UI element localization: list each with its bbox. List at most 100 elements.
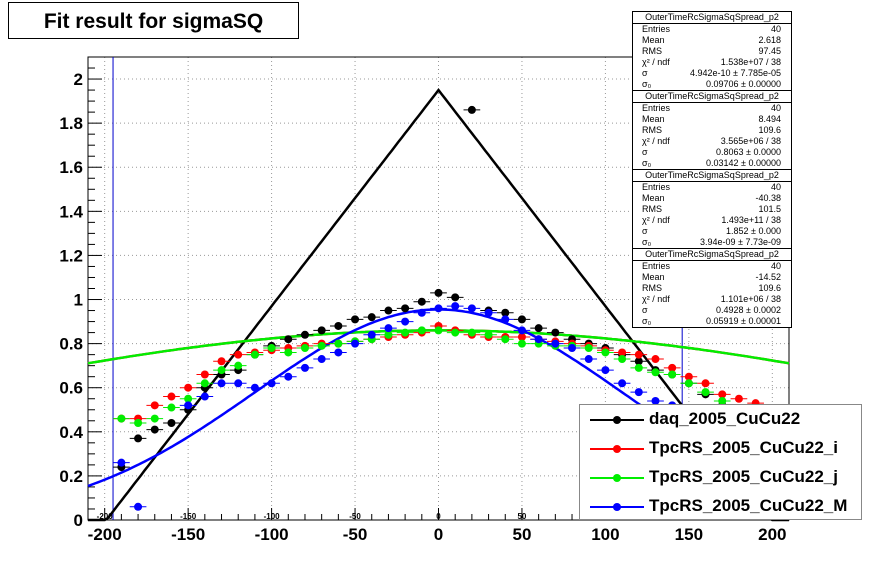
data-point — [651, 355, 660, 364]
stat-value: 3.94e-09 ± 7.73e-09 — [700, 237, 781, 247]
stat-row: Mean 8.494 — [633, 114, 791, 125]
data-point — [234, 350, 243, 359]
stat-key: χ² / ndf — [642, 136, 670, 146]
legend: daq_2005_CuCu22 TpcRS_2005_CuCu22_i TpcRS_… — [579, 404, 862, 520]
stat-key: σ₀ — [642, 79, 652, 89]
data-point — [517, 326, 526, 335]
data-point — [300, 363, 309, 372]
stat-row: RMS 109.6 — [633, 125, 791, 136]
data-point — [517, 315, 526, 324]
stat-value: 1.101e+06 / 38 — [720, 294, 781, 304]
stat-value: 40 — [770, 261, 781, 271]
data-point — [334, 321, 343, 330]
data-point — [618, 348, 627, 357]
legend-marker-icon — [613, 503, 621, 511]
data-point — [417, 326, 426, 335]
stat-row: σ 0.4928 ± 0.0002 — [633, 305, 791, 316]
x-secondary-tick-label: 50 — [517, 512, 526, 521]
stat-value: 0.09706 ± 0.00000 — [705, 79, 781, 89]
stat-key: RMS — [642, 125, 662, 135]
stat-value: 40 — [770, 182, 781, 192]
data-point — [434, 326, 443, 335]
data-point — [467, 328, 476, 337]
data-point — [300, 344, 309, 353]
data-point — [384, 330, 393, 339]
stat-key: Entries — [642, 24, 671, 34]
data-point — [134, 434, 143, 443]
x-secondary-tick-label: -100 — [264, 512, 281, 521]
legend-marker-icon — [613, 445, 621, 453]
stat-value: 3.565e+06 / 38 — [720, 136, 781, 146]
stat-row: Entries 40 — [633, 182, 791, 193]
data-point — [184, 394, 193, 403]
legend-entry: TpcRS_2005_CuCu22_i — [580, 434, 861, 463]
y-tick-label: 0.4 — [59, 423, 83, 442]
stat-value: 1.493e+11 / 38 — [721, 215, 781, 225]
stat-value: 2.618 — [758, 35, 781, 45]
y-tick-label: 0 — [74, 511, 83, 530]
y-tick-label: 0.6 — [59, 379, 83, 398]
data-point — [551, 328, 560, 337]
stat-row: Mean -40.38 — [633, 193, 791, 204]
data-point — [568, 344, 577, 353]
stat-key: σ — [642, 305, 648, 315]
legend-entry: daq_2005_CuCu22 — [580, 405, 861, 434]
stat-key: Entries — [642, 182, 671, 192]
stat-row: RMS 109.6 — [633, 283, 791, 294]
y-tick-label: 1.4 — [59, 202, 83, 221]
data-point — [634, 357, 643, 366]
x-secondary-tick-label: 0 — [436, 512, 441, 521]
stat-box: OuterTimeRcSigmaSqSpread_p2 Entries 40 Mean… — [632, 11, 792, 91]
data-point — [484, 330, 493, 339]
data-point — [234, 379, 243, 388]
stat-row: σ₀ 0.03142 ± 0.00000 — [633, 158, 791, 169]
stat-value: 40 — [770, 24, 781, 34]
data-point — [718, 390, 727, 399]
data-point — [284, 348, 293, 357]
data-point — [200, 370, 209, 379]
data-point — [584, 355, 593, 364]
stat-value: 1.538e+07 / 38 — [720, 57, 781, 67]
data-point — [701, 379, 710, 388]
legend-entry: TpcRS_2005_CuCu22_j — [580, 463, 861, 492]
data-point — [117, 414, 126, 423]
data-point — [150, 425, 159, 434]
data-point — [351, 315, 360, 324]
x-tick-label: 150 — [675, 525, 703, 544]
data-point — [317, 326, 326, 335]
data-point — [167, 392, 176, 401]
data-point — [267, 379, 276, 388]
data-point — [684, 372, 693, 381]
stat-row: Mean -14.52 — [633, 272, 791, 283]
data-point — [467, 304, 476, 313]
data-point — [601, 366, 610, 375]
data-point — [668, 370, 677, 379]
x-tick-label: 100 — [591, 525, 619, 544]
data-point — [234, 361, 243, 370]
data-point — [517, 339, 526, 348]
data-point — [401, 328, 410, 337]
data-point — [467, 105, 476, 114]
data-point — [517, 333, 526, 342]
x-tick-label: -150 — [171, 525, 205, 544]
data-point — [651, 368, 660, 377]
y-tick-label: 1 — [74, 291, 83, 310]
stat-key: RMS — [642, 204, 662, 214]
stat-key: σ — [642, 68, 648, 78]
data-point — [184, 383, 193, 392]
data-point — [651, 396, 660, 405]
stat-box: OuterTimeRcSigmaSqSpread_p2 Entries 40 Mean… — [632, 169, 792, 249]
data-point — [384, 306, 393, 315]
stat-key: Mean — [642, 114, 665, 124]
data-point — [250, 383, 259, 392]
stat-value: 0.4928 ± 0.0002 — [716, 305, 781, 315]
data-point — [618, 355, 627, 364]
x-tick-label: -200 — [88, 525, 122, 544]
stat-key: σ — [642, 147, 648, 157]
stat-box-title: OuterTimeRcSigmaSqSpread_p2 — [633, 170, 791, 182]
data-point — [501, 308, 510, 317]
data-point — [534, 335, 543, 344]
data-point — [501, 315, 510, 324]
stat-box: OuterTimeRcSigmaSqSpread_p2 Entries 40 Mean… — [632, 248, 792, 328]
stat-key: σ₀ — [642, 316, 652, 326]
